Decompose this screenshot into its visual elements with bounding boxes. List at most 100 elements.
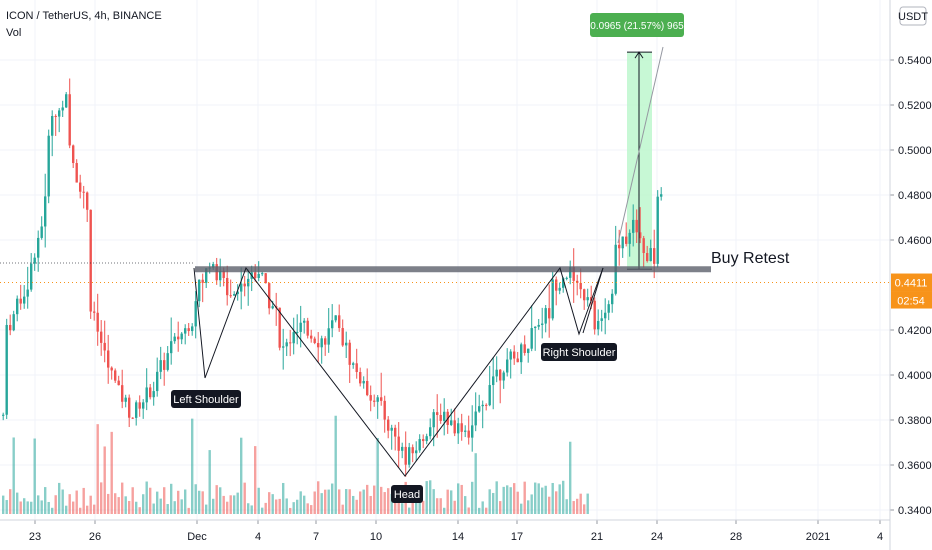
candle-body bbox=[478, 406, 481, 412]
volume-bar bbox=[516, 491, 519, 514]
candle-body bbox=[383, 400, 386, 420]
candle-body bbox=[54, 116, 57, 118]
candle-body bbox=[355, 363, 358, 373]
candle-body bbox=[401, 446, 404, 451]
candle-body bbox=[394, 427, 397, 437]
volume-bar bbox=[198, 490, 201, 514]
volume-bar bbox=[474, 453, 477, 514]
candle-body bbox=[628, 232, 631, 244]
time-tick-label: 23 bbox=[29, 531, 41, 543]
volume-bar bbox=[310, 505, 313, 514]
volume-bar bbox=[327, 489, 330, 514]
candle-body bbox=[296, 331, 299, 333]
volume-bar bbox=[177, 490, 180, 514]
volume-bar bbox=[79, 507, 82, 514]
candle-body bbox=[464, 430, 467, 432]
candle-body bbox=[555, 279, 558, 291]
candle-body bbox=[583, 289, 586, 301]
candle-body bbox=[474, 411, 477, 426]
volume-bar bbox=[520, 503, 523, 514]
retest-line bbox=[582, 267, 604, 334]
currency-label: USDT bbox=[898, 11, 928, 23]
volume-bar bbox=[369, 495, 372, 514]
price-tick-label: 0.5000 bbox=[898, 145, 932, 157]
volume-bar bbox=[285, 498, 288, 514]
volume-bar bbox=[558, 484, 561, 514]
candle-body bbox=[485, 404, 488, 406]
volume-bar bbox=[110, 431, 113, 514]
head-label: Head bbox=[394, 489, 420, 501]
candle-body bbox=[327, 328, 330, 345]
volume-bar bbox=[509, 487, 512, 514]
candle-body bbox=[422, 439, 425, 442]
volume-bar bbox=[233, 495, 236, 514]
pattern-overlay: 0.0965 (21.57%) 965 Left Shoulder Head Righ… bbox=[0, 13, 890, 503]
candle-body bbox=[75, 163, 78, 183]
time-tick-label: 7 bbox=[313, 531, 319, 543]
price-tick-label: 0.3800 bbox=[898, 415, 932, 427]
volume-bar bbox=[103, 446, 106, 514]
candle-body bbox=[551, 279, 554, 319]
volume-bar bbox=[397, 496, 400, 514]
candle-body bbox=[61, 107, 64, 111]
candle-body bbox=[593, 300, 596, 330]
volume-bar bbox=[464, 496, 467, 514]
candle-body bbox=[243, 283, 246, 287]
candle-body bbox=[366, 380, 369, 396]
volume-bar bbox=[117, 497, 120, 514]
candle-body bbox=[604, 312, 607, 319]
volume-bar bbox=[247, 503, 250, 514]
volume-bar bbox=[163, 487, 166, 514]
volume-bar bbox=[331, 483, 334, 514]
volume-bar bbox=[418, 492, 421, 514]
candle-body bbox=[236, 291, 239, 295]
volume-bar bbox=[215, 485, 218, 514]
candle-body bbox=[103, 342, 106, 351]
volume-bar bbox=[390, 493, 393, 514]
candle-body bbox=[562, 278, 565, 288]
volume-bar bbox=[58, 482, 61, 514]
chart-title: ICON / TetherUS, 4h, BINANCE bbox=[6, 10, 162, 22]
candle-body bbox=[5, 324, 8, 415]
candle-body bbox=[411, 447, 414, 454]
volume-bar bbox=[261, 507, 264, 514]
candle-body bbox=[425, 436, 428, 442]
candle-body bbox=[310, 335, 313, 339]
price-tick-label: 0.3600 bbox=[898, 460, 932, 472]
candle-body bbox=[254, 272, 257, 278]
candle-body bbox=[12, 314, 15, 331]
volume-bar bbox=[576, 498, 579, 514]
volume-bar bbox=[387, 488, 390, 514]
volume-bar bbox=[30, 501, 33, 514]
candle-body bbox=[457, 423, 460, 434]
candle-body bbox=[348, 342, 351, 365]
candle-body bbox=[586, 297, 589, 301]
volume-bar bbox=[23, 498, 26, 514]
volume-bar bbox=[208, 450, 211, 514]
candle-body bbox=[306, 320, 309, 336]
candle-body bbox=[219, 270, 222, 281]
volume-bar bbox=[128, 500, 131, 514]
volume-bar bbox=[481, 501, 484, 514]
volume-bar bbox=[68, 494, 71, 514]
volume-bar bbox=[506, 485, 509, 514]
candle-body bbox=[58, 110, 61, 117]
volume-bar bbox=[33, 438, 36, 514]
candle-body bbox=[408, 447, 411, 465]
candle-body bbox=[520, 344, 523, 363]
volume-bar bbox=[236, 492, 239, 514]
candle-body bbox=[436, 412, 439, 415]
candle-body bbox=[198, 279, 201, 302]
candle-body bbox=[159, 360, 162, 372]
volume-bar bbox=[82, 487, 85, 514]
candle-body bbox=[124, 397, 127, 402]
volume-bar bbox=[401, 503, 404, 514]
candle-body bbox=[450, 420, 453, 425]
candle-body bbox=[579, 282, 582, 290]
candle-body bbox=[548, 308, 551, 319]
chart-grid bbox=[0, 0, 890, 520]
candle-body bbox=[86, 192, 89, 210]
volume-bar bbox=[145, 481, 148, 514]
volume-bar bbox=[534, 482, 537, 514]
